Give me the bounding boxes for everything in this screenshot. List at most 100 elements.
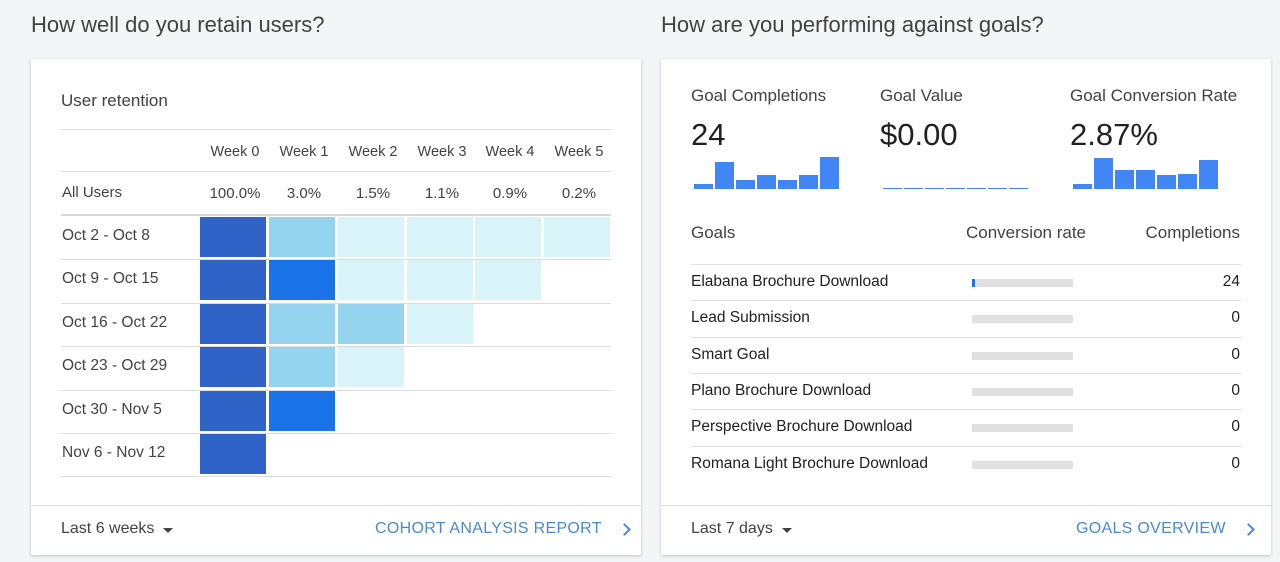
retention-cell[interactable] — [269, 260, 335, 301]
all-users-value: 0.9% — [492, 185, 528, 202]
sparkline — [694, 154, 844, 189]
retention-cell[interactable] — [338, 303, 404, 344]
retention-cell[interactable] — [269, 217, 335, 257]
goals-footer: Last 7 days GOALS OVERVIEW — [661, 505, 1271, 555]
retention-cell[interactable] — [407, 260, 473, 301]
sparkline-bar — [946, 188, 965, 189]
divider — [61, 346, 611, 348]
sparkline — [883, 154, 1033, 189]
goal-name[interactable]: Smart Goal — [691, 345, 770, 363]
goal-completions: 0 — [1231, 345, 1240, 363]
goals-range-label: Last 7 days — [691, 520, 773, 537]
goals-range-dropdown[interactable]: Last 7 days — [691, 520, 792, 538]
completions-column-header: Completions — [1145, 223, 1241, 242]
goals-section-title: How are you performing against goals? — [661, 12, 1044, 37]
sparkline-bar — [1136, 170, 1155, 189]
goal-completions: 0 — [1231, 418, 1240, 436]
retention-cell[interactable] — [200, 347, 266, 388]
retention-cell[interactable] — [338, 260, 404, 301]
goals-overview-link[interactable]: GOALS OVERVIEW — [1076, 520, 1255, 538]
divider — [61, 389, 611, 391]
sparkline-bar — [1115, 170, 1134, 189]
metric-value: $0.00 — [880, 117, 958, 152]
sparkline-bar — [820, 157, 839, 189]
retention-card: User retention Week 0 Week 1 Week 2 Week 3 W… — [31, 59, 641, 555]
metric-label: Goal Value — [880, 86, 963, 105]
week-header: Week 3 — [417, 144, 467, 160]
sparkline-bar — [694, 184, 713, 189]
sparkline — [1073, 154, 1223, 189]
week-header: Week 5 — [554, 144, 604, 160]
goal-name[interactable]: Lead Submission — [691, 309, 810, 327]
all-users-value: 1.1% — [424, 185, 460, 202]
sparkline-bar — [904, 188, 923, 189]
cohort-label: Oct 30 - Nov 5 — [62, 400, 162, 418]
cohort-label: Oct 23 - Oct 29 — [62, 357, 168, 375]
all-users-label: All Users — [62, 184, 123, 201]
divider — [61, 129, 611, 130]
conversion-rate-fill — [972, 279, 976, 287]
divider — [691, 409, 1241, 411]
conversion-rate-bar — [972, 387, 1073, 396]
goal-completions: 0 — [1231, 309, 1240, 327]
retention-cell[interactable] — [338, 347, 404, 388]
retention-cell[interactable] — [475, 260, 541, 301]
metric-label: Goal Conversion Rate — [1070, 86, 1238, 105]
retention-section-title: How well do you retain users? — [31, 12, 325, 37]
retention-cell[interactable] — [200, 434, 266, 474]
all-users-value: 3.0% — [286, 185, 322, 202]
retention-cell[interactable] — [407, 217, 473, 257]
retention-cell[interactable] — [269, 390, 335, 431]
conversion-rate-bar — [972, 315, 1073, 324]
retention-range-label: Last 6 weeks — [61, 520, 155, 537]
sparkline-bar — [736, 180, 755, 189]
conversion-rate-bar — [972, 351, 1073, 360]
goal-name[interactable]: Perspective Brochure Download — [691, 418, 913, 436]
all-users-value: 100.0% — [209, 185, 261, 202]
cohort-label: Oct 16 - Oct 22 — [62, 313, 168, 331]
retention-cell[interactable] — [200, 217, 266, 257]
retention-cell[interactable] — [544, 217, 610, 257]
sparkline-bar — [1199, 160, 1218, 189]
divider — [691, 372, 1241, 374]
retention-cell[interactable] — [269, 347, 335, 388]
goal-completions: 0 — [1231, 454, 1240, 472]
retention-cell[interactable] — [338, 217, 404, 257]
retention-cell[interactable] — [407, 303, 473, 344]
divider — [691, 336, 1241, 338]
all-users-value: 1.5% — [355, 185, 391, 202]
caret-down-icon — [781, 527, 792, 533]
cohort-label: Nov 6 - Nov 12 — [62, 444, 166, 461]
divider — [691, 300, 1241, 302]
conversion-rate-bar — [972, 460, 1073, 469]
sparkline-bar — [1178, 174, 1197, 189]
goal-name[interactable]: Romana Light Brochure Download — [691, 454, 928, 472]
cohort-analysis-report-link[interactable]: COHORT ANALYSIS REPORT — [375, 520, 631, 538]
goals-overview-label: GOALS OVERVIEW — [1076, 520, 1226, 537]
metric-value: 2.87% — [1070, 117, 1158, 152]
retention-range-dropdown[interactable]: Last 6 weeks — [61, 520, 174, 538]
metric-value: 24 — [691, 117, 726, 152]
sparkline-bar — [1009, 188, 1028, 189]
sparkline-bar — [883, 188, 902, 189]
sparkline-bar — [967, 188, 986, 189]
retention-cell[interactable] — [200, 390, 266, 431]
chevron-right-icon — [1241, 522, 1255, 536]
sparkline-bar — [1073, 184, 1092, 189]
goal-completions: 24 — [1222, 273, 1240, 290]
goal-name[interactable]: Plano Brochure Download — [691, 381, 872, 399]
week-header: Week 0 — [210, 144, 260, 160]
retention-cell[interactable] — [200, 260, 266, 301]
goal-name[interactable]: Elabana Brochure Download — [691, 273, 889, 290]
retention-card-title: User retention — [61, 91, 168, 110]
cohort-label: Oct 9 - Oct 15 — [62, 270, 159, 288]
divider — [61, 476, 611, 478]
week-header: Week 2 — [348, 144, 398, 160]
retention-cell[interactable] — [475, 217, 541, 257]
retention-cell[interactable] — [200, 303, 266, 344]
divider — [61, 171, 611, 172]
sparkline-bar — [799, 175, 818, 189]
retention-cell[interactable] — [269, 303, 335, 344]
sparkline-bar — [988, 188, 1007, 189]
divider — [691, 445, 1241, 447]
